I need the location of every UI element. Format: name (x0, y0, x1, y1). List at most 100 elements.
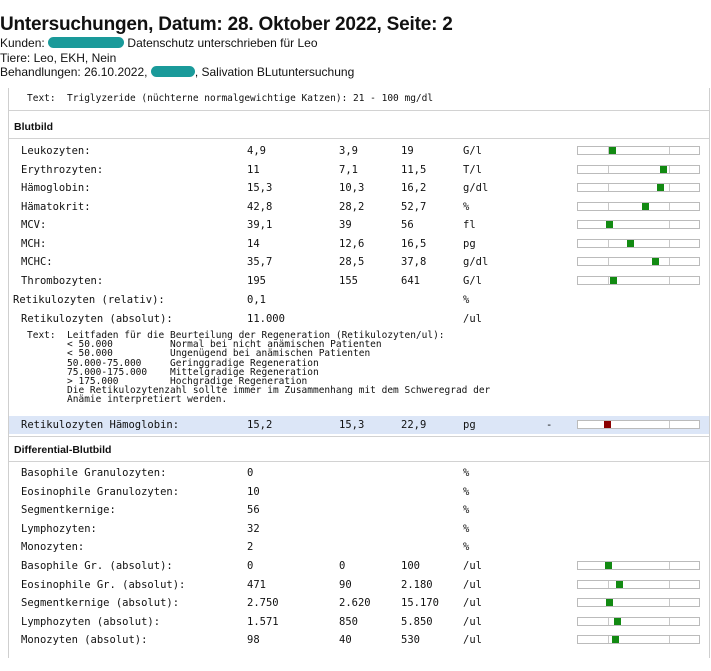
result-value: 42,8 (247, 200, 273, 213)
result-row: Leukozyten: 4,9 3,9 19 G/l (9, 142, 709, 160)
range-bar-tick (608, 258, 609, 265)
result-value: 11.000 (247, 312, 285, 325)
result-value: 32 (247, 522, 260, 535)
lab-results-sheet: Text: Triglyzeride (nüchterne normalgewi… (8, 88, 710, 658)
analyte-name: MCHC: (21, 256, 53, 268)
range-bar (577, 201, 700, 211)
result-unit: /ul (463, 634, 482, 646)
range-bar (577, 420, 700, 429)
result-row: Monozyten (absolut): 98 40 530/ul (9, 631, 709, 649)
reference-max: 37,8 (401, 256, 427, 268)
result-unit: g/dl (463, 182, 489, 194)
reference-max: 5.850 (401, 615, 433, 628)
result-row: Monozyten: 2% (9, 538, 709, 556)
result-row: Segmentkernige (absolut): 2.750 2.620 15.17… (9, 594, 709, 612)
range-marker (606, 221, 613, 228)
result-value: 15,3 (247, 182, 273, 194)
analyte-name: Thrombozyten: (21, 274, 104, 287)
range-marker (605, 562, 612, 569)
guide-text-line: 50.000-75.000 Geringgradige Regeneration (27, 357, 319, 369)
result-value: 56 (247, 504, 260, 516)
result-row: Lymphozyten (absolut): 1.571 850 5.850/ul (9, 613, 709, 631)
guide-text-line: Die Retikulozytenzahl sollte immer im Zu… (27, 385, 491, 397)
result-row: Basophile Gr. (absolut): 0 0 100/ul (9, 557, 709, 575)
range-bar-tick (669, 580, 670, 588)
analyte-name: Retikulozyten Hämoglobin: (21, 419, 180, 431)
range-bar-tick (669, 421, 670, 428)
result-unit: /ul (463, 312, 482, 325)
reference-max: 530 (401, 634, 420, 646)
reference-min: 15,3 (339, 419, 365, 431)
reference-min: 40 (339, 634, 352, 646)
result-value: 1.571 (247, 615, 279, 628)
reference-max: 56 (401, 219, 414, 231)
range-marker (660, 165, 667, 173)
analyte-name: Segmentkernige: (21, 504, 116, 516)
range-bar-tick (669, 599, 670, 606)
analyte-name: MCH: (21, 237, 47, 250)
result-unit: % (463, 485, 470, 498)
reference-min: 7,1 (339, 163, 358, 176)
analyte-name: Eosinophile Gr. (absolut): (21, 578, 186, 591)
result-unit: % (463, 522, 470, 535)
guide-text-line: > 175.000 Hochgradige Regeneration (27, 376, 308, 388)
result-unit: G/l (463, 145, 482, 157)
analyte-name: Lymphozyten (absolut): (21, 615, 161, 628)
reference-max: 52,7 (401, 200, 427, 213)
result-row: Hämatokrit: 42,8 28,2 52,7% (9, 198, 709, 216)
guide-text-line: 75.000-175.000 Mittelgradige Regeneratio… (27, 366, 319, 378)
range-marker (642, 202, 649, 210)
reference-max: 641 (401, 274, 420, 287)
reference-min: 0 (339, 560, 346, 572)
analyte-name: Leukozyten: (21, 145, 91, 157)
reticulocyte-guide-text: Text: Leitfaden für die Beurteilung der … (27, 331, 490, 405)
result-unit: /ul (463, 578, 482, 591)
range-marker (609, 147, 616, 154)
result-value: 35,7 (247, 256, 273, 268)
analyte-name: Erythrozyten: (21, 163, 104, 176)
reference-max: 15.170 (401, 597, 439, 609)
analyte-name: Hämoglobin: (21, 182, 91, 194)
result-row: Basophile Granulozyten: 0% (9, 464, 709, 482)
highlighted-result-row: Retikulozyten Hämoglobin: 15,2 15,3 22,9 pg - (9, 416, 709, 434)
analyte-name: Retikulozyten (absolut): (21, 312, 173, 325)
analyte-name: Monozyten: (21, 541, 85, 553)
range-bar (577, 275, 700, 285)
section-title-blutbild: Blutbild (14, 121, 54, 133)
analyte-name: Basophile Gr. (absolut): (21, 560, 173, 572)
reference-min: 12,6 (339, 237, 365, 250)
analyte-name: Hämatokrit: (21, 200, 91, 213)
result-unit: % (463, 504, 470, 516)
result-unit: pg (463, 419, 476, 431)
result-value: 471 (247, 578, 266, 591)
section-title-differential: Differential-Blutbild (14, 444, 112, 456)
result-value: 0 (247, 467, 254, 479)
result-unit: /ul (463, 560, 482, 572)
range-bar-tick (608, 147, 609, 154)
result-value: 11 (247, 163, 260, 176)
reference-max: 11,5 (401, 163, 427, 176)
range-bar (577, 238, 700, 248)
result-value: 195 (247, 274, 266, 287)
result-row: Retikulozyten (relativ): 0,1% (9, 291, 709, 309)
result-row: MCH: 14 12,6 16,5 pg (9, 235, 709, 253)
analyte-name: Monozyten (absolut): (21, 634, 148, 646)
analyte-name: Eosinophile Granulozyten: (21, 485, 180, 498)
behandlungen-label: Behandlungen: 26.10.2022, (0, 65, 148, 79)
reference-min: 2.620 (339, 597, 371, 609)
range-bar-tick (608, 580, 609, 588)
result-unit: % (463, 541, 470, 553)
range-bar-tick (608, 165, 609, 173)
range-marker (657, 184, 664, 191)
result-unit: % (463, 200, 470, 213)
result-row: Thrombozyten: 195 155 641 G/l (9, 272, 709, 290)
range-bar-tick (608, 202, 609, 210)
analyte-name: MCV: (21, 219, 47, 231)
result-row: MCV: 39,1 39 56 fl (9, 216, 709, 234)
range-marker (616, 580, 623, 588)
reference-max: 22,9 (401, 419, 427, 431)
range-bar-tick (669, 202, 670, 210)
divider (9, 436, 709, 437)
kunden-text: Datenschutz unterschrieben für Leo (127, 36, 318, 50)
range-bar-tick (669, 258, 670, 265)
